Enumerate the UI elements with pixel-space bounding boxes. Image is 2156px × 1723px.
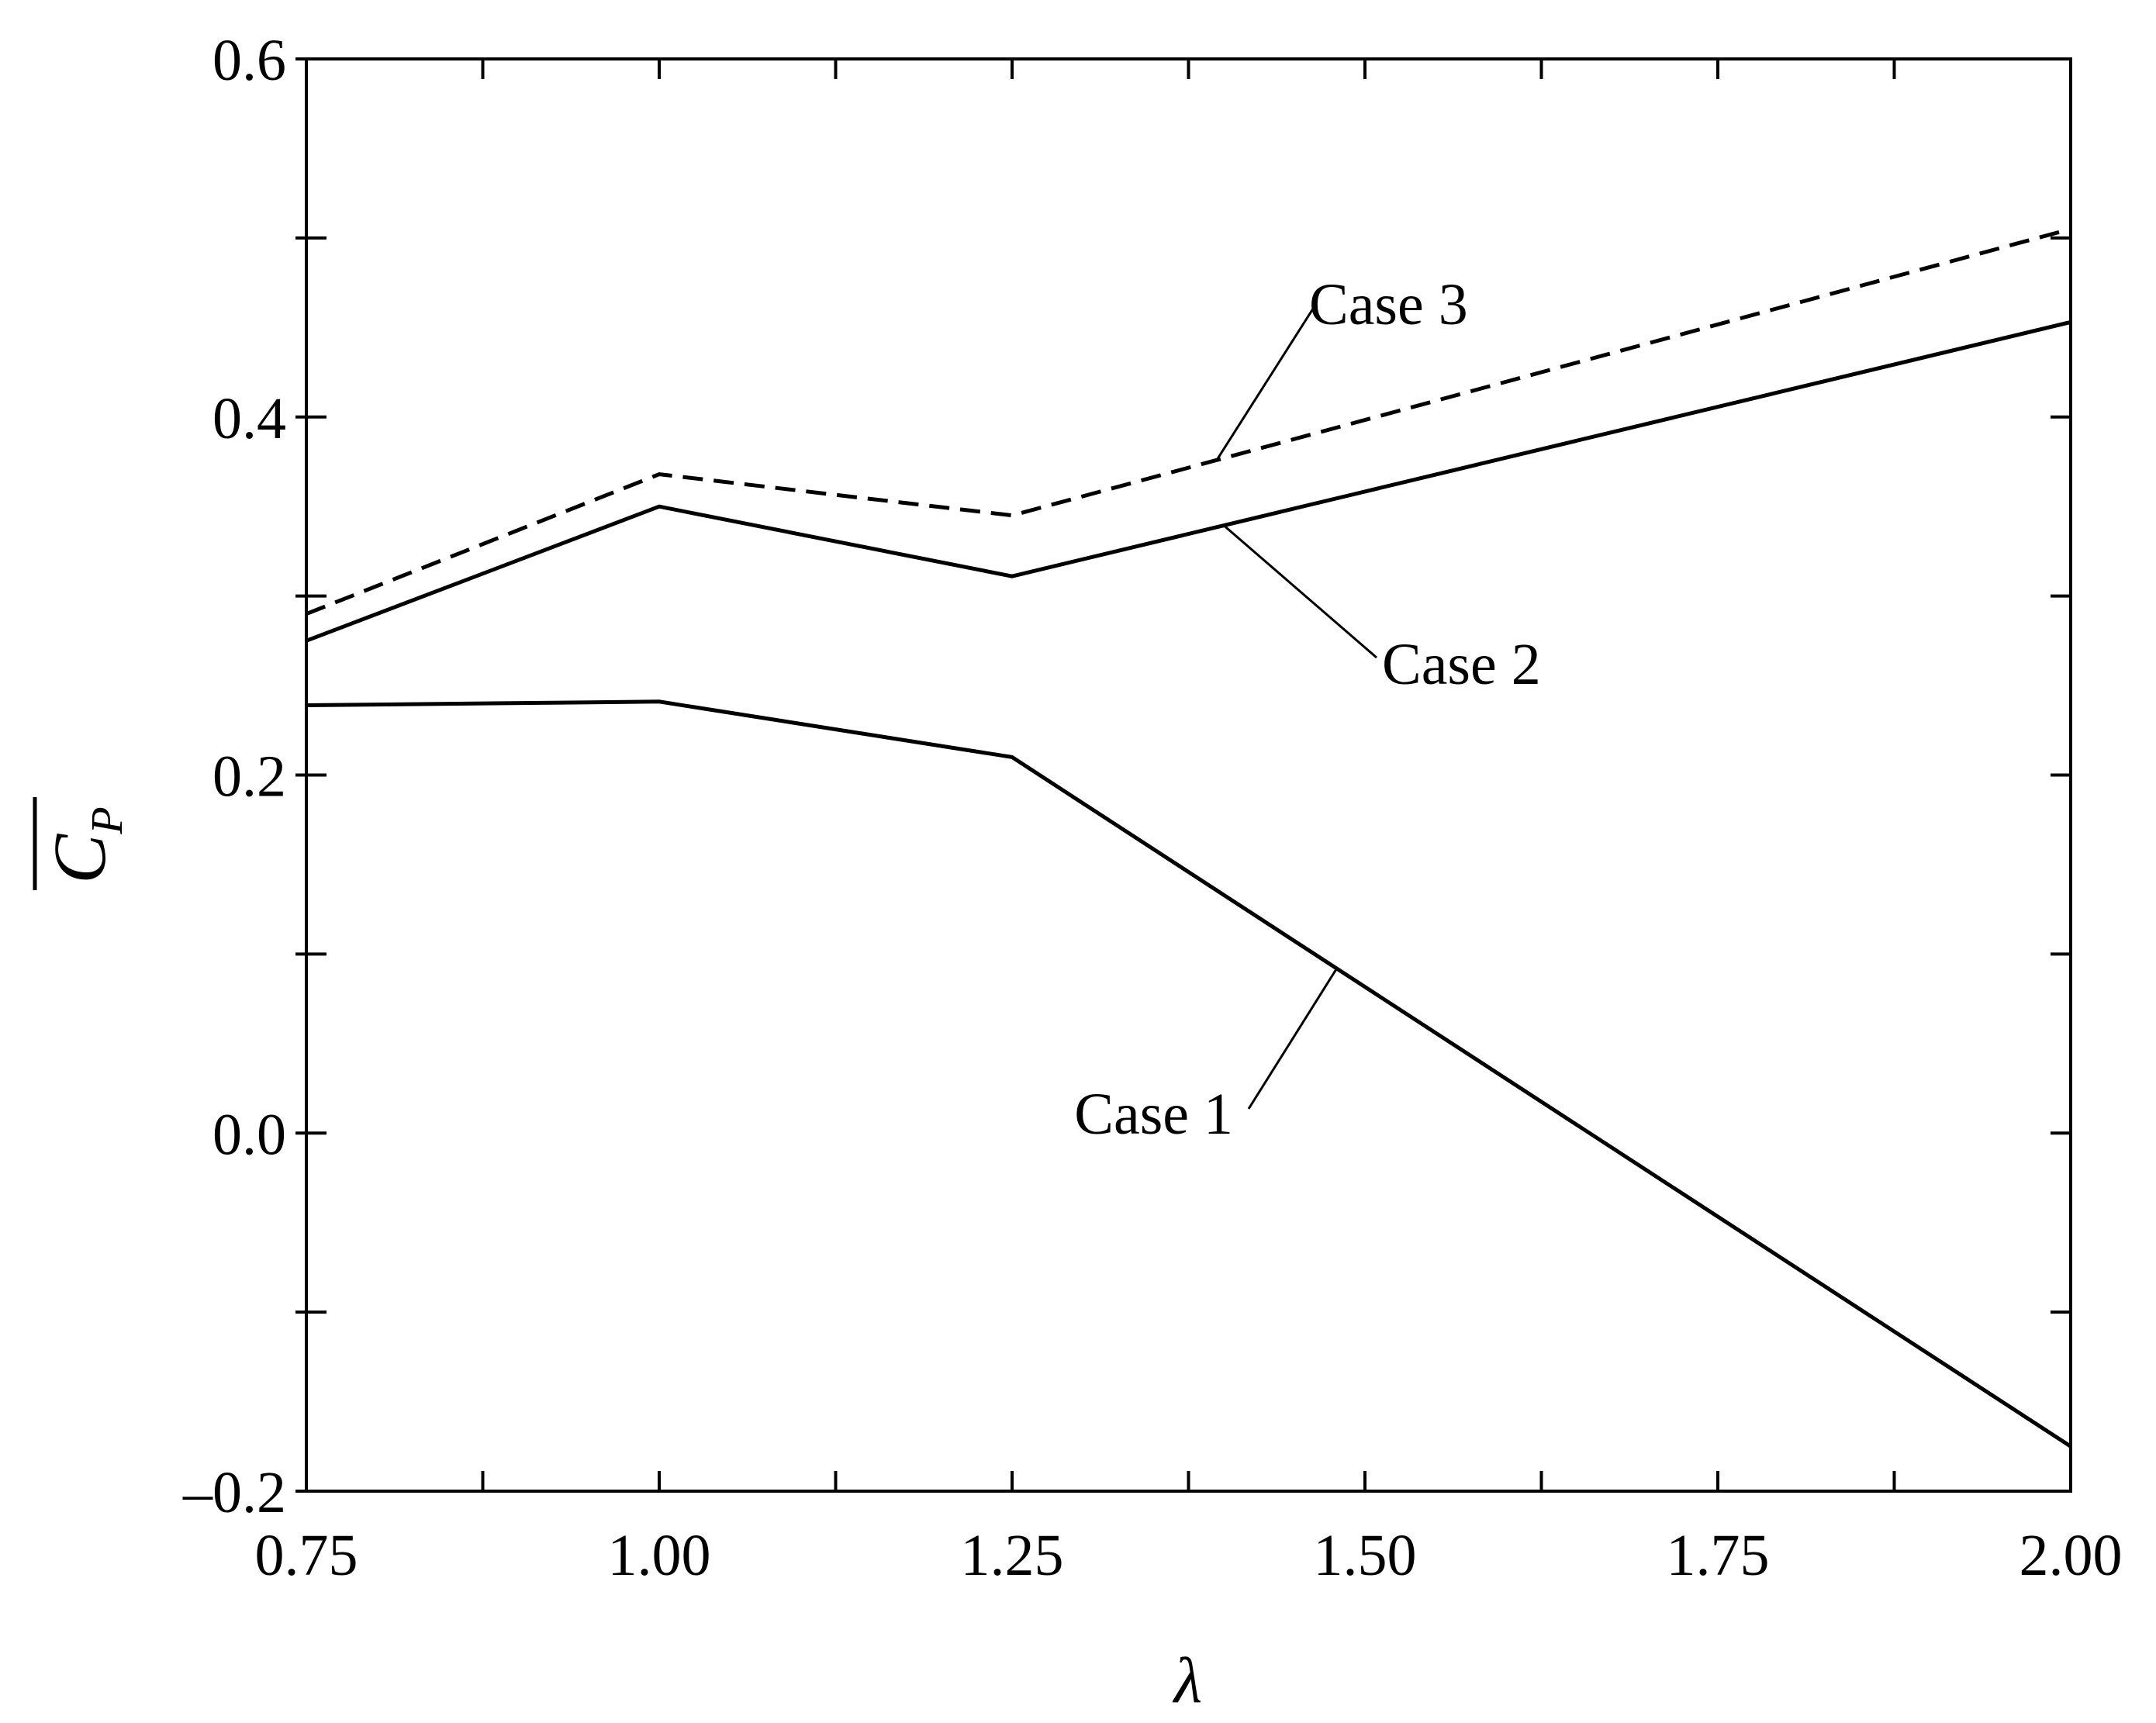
x-tick-labels: 0.75 1.00 1.25 1.50 1.75 2.00 (255, 1523, 2123, 1588)
series-line-case-1 (306, 699, 2072, 1448)
x-tick-label: 0.75 (255, 1523, 358, 1588)
y-axis-title-subscript: P (81, 806, 132, 834)
annotation-label: Case 1 (1074, 1082, 1233, 1147)
annotation-layer: Case 3 Case 2 Case 1 (1074, 272, 1540, 1147)
x-tick-label: 1.75 (1667, 1523, 1770, 1588)
x-tick-label: 2.00 (2020, 1523, 2123, 1588)
y-tick-label: 0.6 (212, 28, 286, 93)
x-tick-label: 1.50 (1314, 1523, 1417, 1588)
series-line-case-2 (306, 319, 2071, 643)
annotation-leader-line (1247, 968, 1338, 1110)
y-axis-title: CP (33, 797, 132, 890)
x-tick-label: 1.00 (608, 1523, 711, 1588)
x-axis-title: λ (1172, 1645, 1202, 1717)
series-layer (306, 226, 2072, 1448)
x-tick-label: 1.25 (961, 1523, 1064, 1588)
y-tick-label: 0.0 (212, 1102, 286, 1167)
series-line-case-3 (306, 226, 2071, 616)
annotation-label: Case 2 (1382, 632, 1541, 697)
y-tick-label: 0.2 (212, 744, 286, 810)
annotation-leader-line (1215, 306, 1316, 461)
annotation-label: Case 3 (1309, 272, 1468, 337)
y-tick-labels: –0.2 0.0 0.2 0.4 0.6 (182, 28, 286, 1525)
annotation-leader-line (1223, 524, 1377, 659)
axis-ticks (295, 57, 2072, 1493)
y-tick-label: 0.4 (212, 386, 286, 451)
y-axis-title-main: C (38, 834, 121, 884)
svg-text:CP: CP (38, 806, 132, 883)
plot-area-frame (305, 57, 2072, 1493)
y-tick-label: –0.2 (182, 1460, 286, 1525)
